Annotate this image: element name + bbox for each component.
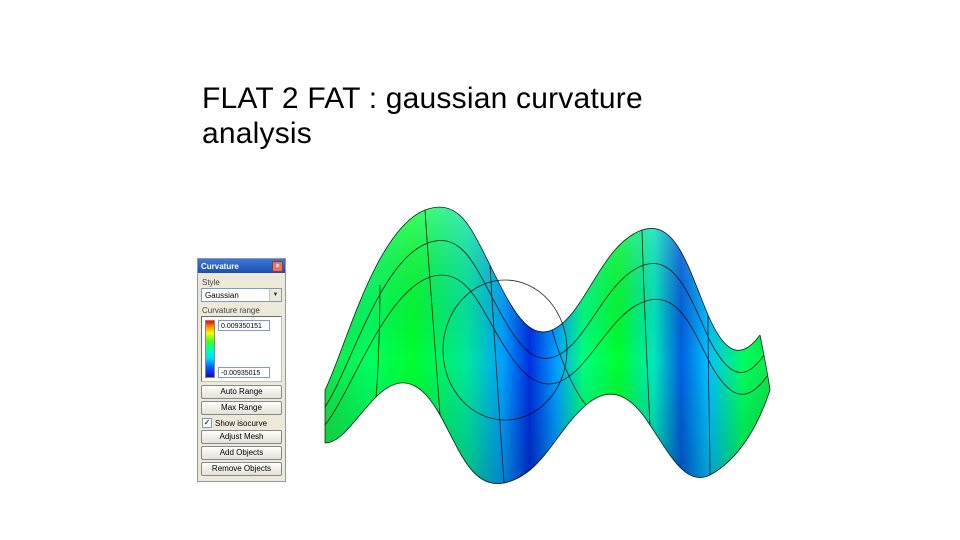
- style-dropdown[interactable]: Gaussian ▼: [201, 288, 282, 302]
- show-isocurve-label: Show isocurve: [215, 419, 267, 428]
- chevron-down-icon: ▼: [269, 289, 281, 301]
- panel-title: Curvature: [200, 262, 239, 271]
- slide-title: FLAT 2 FAT : gaussian curvature analysis: [202, 82, 643, 151]
- panel-body: Style Gaussian ▼ Curvature range 0.00935…: [198, 273, 285, 481]
- adjust-mesh-button[interactable]: Adjust Mesh: [201, 430, 282, 444]
- max-range-button[interactable]: Max Range: [201, 401, 282, 415]
- range-min-field[interactable]: -0.00935015: [218, 367, 270, 378]
- panel-titlebar: Curvature ×: [198, 259, 285, 273]
- auto-range-button[interactable]: Auto Range: [201, 385, 282, 399]
- surface-shade: [325, 207, 770, 484]
- show-isocurve-checkbox[interactable]: ✓: [202, 418, 212, 428]
- add-objects-button[interactable]: Add Objects: [201, 446, 282, 460]
- remove-objects-button[interactable]: Remove Objects: [201, 462, 282, 476]
- curvature-surface: [290, 175, 780, 495]
- style-value: Gaussian: [202, 291, 269, 300]
- range-values: 0.009350151 -0.00935015: [218, 320, 278, 378]
- gradient-bar: [205, 320, 215, 378]
- curvature-panel: Curvature × Style Gaussian ▼ Curvature r…: [197, 258, 286, 482]
- close-icon[interactable]: ×: [272, 261, 283, 272]
- style-label: Style: [202, 278, 282, 287]
- range-label: Curvature range: [202, 306, 282, 315]
- show-isocurve-row[interactable]: ✓ Show isocurve: [202, 418, 282, 428]
- title-line1: FLAT 2 FAT : gaussian curvature analysis: [202, 82, 643, 150]
- range-max-field[interactable]: 0.009350151: [218, 320, 270, 331]
- range-box: 0.009350151 -0.00935015: [201, 316, 282, 382]
